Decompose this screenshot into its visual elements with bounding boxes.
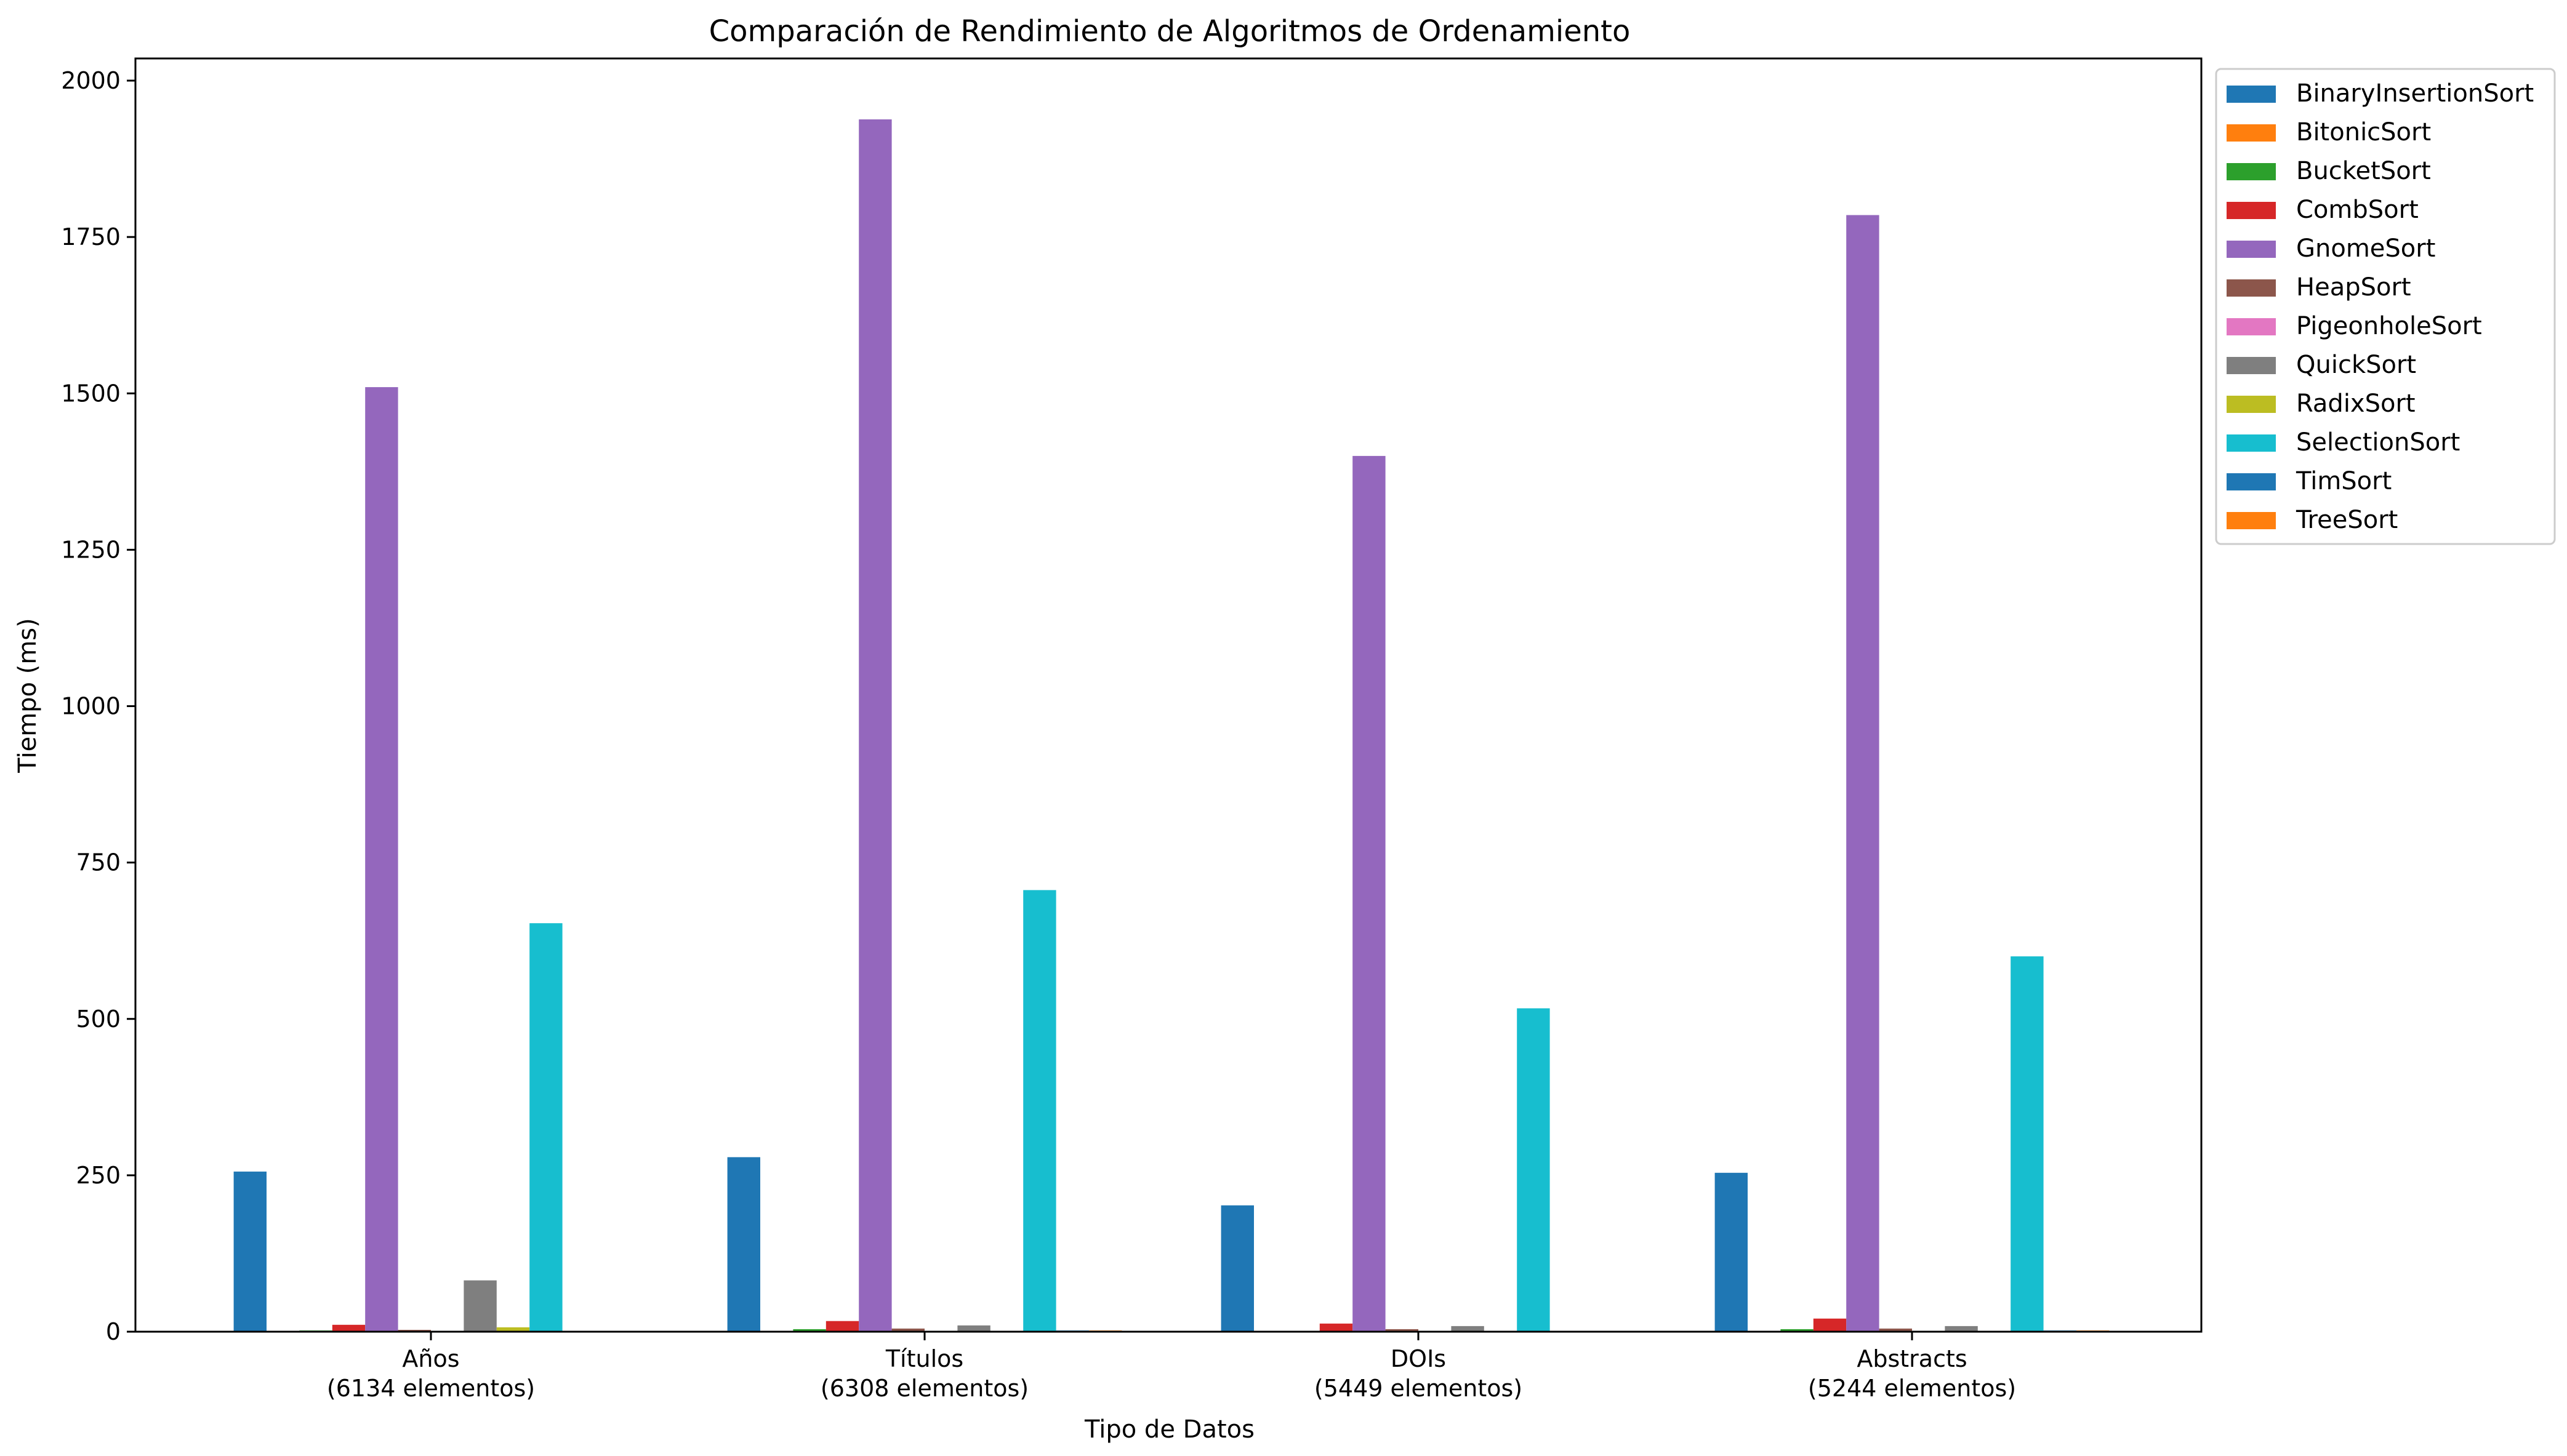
legend-swatch-bucketsort (2227, 163, 2276, 180)
legend-label-radixsort: RadixSort (2296, 390, 2416, 418)
y-tick-label: 250 (76, 1162, 121, 1189)
y-tick-label: 1750 (61, 223, 121, 250)
bar-binaryinsertionsort-2 (1221, 1205, 1254, 1332)
bar-gnomesort-3 (1846, 215, 1879, 1332)
bar-combsort-0 (332, 1324, 366, 1332)
bar-quicksort-1 (957, 1325, 990, 1332)
legend-label-treesort: TreeSort (2296, 506, 2398, 534)
y-tick-label: 1500 (61, 380, 121, 407)
legend-label-gnomesort: GnomeSort (2296, 234, 2435, 263)
bar-quicksort-2 (1451, 1326, 1484, 1332)
x-tick-label: DOIs (1391, 1345, 1446, 1372)
bars (233, 119, 2110, 1332)
y-tick-label: 1250 (61, 536, 121, 563)
bar-selectionsort-0 (529, 923, 563, 1332)
legend-swatch-binaryinsertionsort (2227, 86, 2276, 103)
bar-binaryinsertionsort-1 (727, 1157, 760, 1332)
y-tick-label: 750 (76, 849, 121, 876)
y-axis-ticks: 0 250 500 750 1000 1250 1500 1750 2000 (61, 67, 135, 1345)
x-axis-title: Tipo de Datos (1084, 1415, 1255, 1444)
bar-binaryinsertionsort-0 (233, 1171, 267, 1332)
legend-swatch-radixsort (2227, 396, 2276, 413)
legend-swatch-quicksort (2227, 357, 2276, 374)
legend-swatch-heapsort (2227, 279, 2276, 297)
bar-bucketsort-1 (793, 1329, 826, 1332)
bar-binaryinsertionsort-3 (1714, 1172, 1748, 1332)
legend-swatch-combsort (2227, 202, 2276, 219)
x-tick-label: (5449 elementos) (1314, 1375, 1522, 1402)
bar-gnomesort-0 (365, 387, 398, 1332)
y-tick-label: 1000 (61, 693, 121, 720)
bar-gnomesort-1 (859, 119, 892, 1332)
y-tick-label: 2000 (61, 67, 121, 94)
y-axis-title: Tiempo (ms) (14, 618, 42, 773)
legend-label-selectionsort: SelectionSort (2296, 428, 2460, 457)
legend-swatch-timsort (2227, 473, 2276, 490)
legend-frame (2215, 68, 2556, 545)
legend-label-bitonicsort: BitonicSort (2296, 118, 2431, 146)
x-tick-label: Abstracts (1857, 1345, 1967, 1372)
legend-swatch-treesort (2227, 512, 2276, 529)
bar-heapsort-1 (891, 1328, 925, 1332)
bar-combsort-1 (826, 1321, 859, 1332)
legend-label-pigeonholesort: PigeonholeSort (2296, 312, 2482, 340)
x-tick-label: (5244 elementos) (1808, 1375, 2016, 1402)
bar-gnomesort-2 (1352, 455, 1386, 1332)
legend-label-heapsort: HeapSort (2296, 273, 2411, 302)
legend-label-combsort: CombSort (2296, 196, 2419, 224)
legend-label-timsort: TimSort (2296, 467, 2392, 495)
chart-title: Comparación de Rendimiento de Algoritmos… (709, 14, 1631, 49)
axes-frame (134, 57, 2203, 1333)
bar-combsort-2 (1319, 1323, 1353, 1332)
y-tick-label: 500 (76, 1006, 121, 1033)
bar-combsort-3 (1813, 1318, 1847, 1332)
bar-bucketsort-3 (1780, 1329, 1814, 1332)
legend-label-binaryinsertionsort: BinaryInsertionSort (2296, 79, 2534, 108)
bar-quicksort-0 (464, 1280, 497, 1332)
legend-swatch-bitonicsort (2227, 124, 2276, 142)
bar-selectionsort-3 (2011, 956, 2044, 1332)
bar-selectionsort-2 (1517, 1008, 1550, 1332)
legend-label-quicksort: QuickSort (2296, 351, 2416, 379)
x-axis-ticks: Años (6134 elementos) Títulos (6308 element… (327, 1332, 2016, 1402)
legend-swatch-gnomesort (2227, 241, 2276, 258)
y-tick-label: 0 (106, 1318, 121, 1345)
legend-swatch-pigeonholesort (2227, 318, 2276, 335)
legend-label-bucketsort: BucketSort (2296, 157, 2431, 185)
x-tick-label: Años (402, 1345, 459, 1372)
bar-heapsort-2 (1385, 1329, 1418, 1332)
x-tick-label: (6134 elementos) (327, 1375, 535, 1402)
bar-radixsort-0 (496, 1327, 530, 1332)
legend: BinaryInsertionSort BitonicSort BucketSort… (2215, 68, 2556, 545)
bar-quicksort-3 (1945, 1326, 1978, 1332)
bar-selectionsort-1 (1023, 890, 1056, 1332)
x-tick-label: (6308 elementos) (821, 1375, 1029, 1402)
legend-swatch-selectionsort (2227, 434, 2276, 452)
bar-heapsort-3 (1879, 1328, 1912, 1332)
x-tick-label: Títulos (885, 1345, 963, 1372)
